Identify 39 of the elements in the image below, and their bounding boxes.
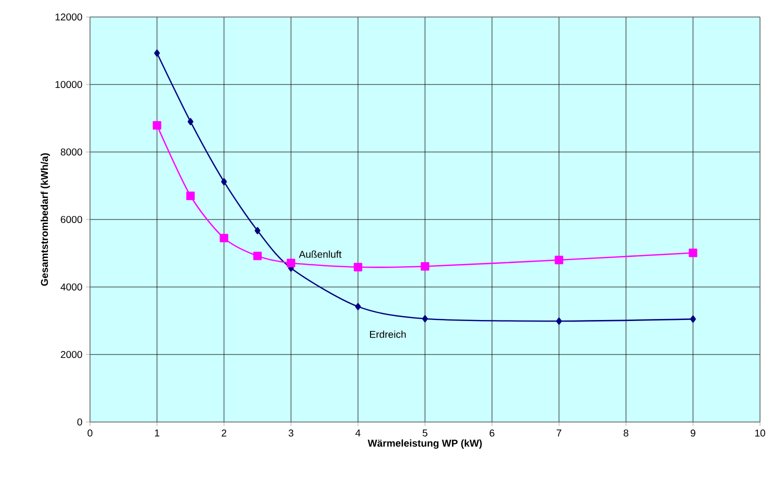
series-label: Außenluft bbox=[298, 250, 342, 258]
y-tick-label: 2000 bbox=[60, 350, 82, 358]
x-tick-label: 1 bbox=[154, 430, 160, 436]
point bbox=[188, 118, 194, 126]
point bbox=[688, 248, 698, 258]
y-tick-label: 6000 bbox=[60, 216, 82, 224]
series-label: Erdreich bbox=[370, 330, 406, 338]
y-axis-title: Gesamtstrombedarf (kWh/a) bbox=[40, 153, 50, 286]
y-tick-label: 12000 bbox=[56, 13, 82, 21]
point bbox=[220, 234, 228, 242]
point bbox=[286, 258, 296, 268]
point bbox=[186, 192, 195, 200]
x-axis-title: Wärmeleistung WP (kW) bbox=[368, 439, 482, 449]
point bbox=[254, 227, 260, 234]
x-tick-label: 9 bbox=[690, 430, 696, 437]
x-tick-label: 7 bbox=[556, 430, 562, 436]
x-tick-label: 10 bbox=[755, 430, 766, 437]
point bbox=[354, 262, 362, 272]
point bbox=[253, 252, 262, 260]
point bbox=[154, 49, 160, 57]
x-tick-label: 8 bbox=[624, 430, 628, 437]
point bbox=[422, 315, 428, 322]
point bbox=[690, 315, 696, 323]
point bbox=[554, 256, 564, 264]
x-tick-label: 0 bbox=[88, 430, 92, 437]
point bbox=[221, 178, 227, 186]
y-tick-label: 0 bbox=[77, 418, 82, 426]
point bbox=[355, 302, 361, 310]
x-tick-label: 2 bbox=[222, 430, 226, 436]
y-tick-label: 4000 bbox=[60, 283, 82, 291]
point bbox=[420, 262, 430, 271]
x-tick-label: 3 bbox=[288, 430, 294, 437]
x-tick-label: 6 bbox=[490, 430, 494, 437]
point bbox=[556, 317, 562, 325]
y-tick-label: 10000 bbox=[56, 80, 82, 88]
point bbox=[152, 121, 162, 130]
y-tick-label: 8000 bbox=[60, 148, 82, 156]
x-tick-label: 5 bbox=[422, 430, 428, 436]
x-tick-label: 4 bbox=[355, 430, 360, 436]
